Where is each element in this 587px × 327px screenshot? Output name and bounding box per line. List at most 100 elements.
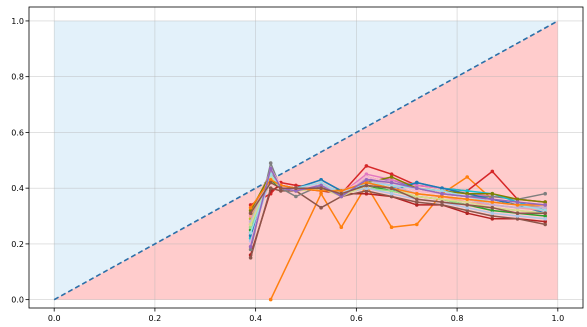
data-point bbox=[490, 208, 495, 213]
data-point bbox=[389, 225, 394, 229]
x-tick-label: 0.8 bbox=[451, 314, 464, 323]
data-point bbox=[268, 180, 273, 185]
data-point bbox=[465, 189, 470, 193]
axis-ticks bbox=[25, 20, 559, 312]
data-point bbox=[465, 208, 470, 213]
data-point bbox=[319, 189, 323, 193]
data-point bbox=[339, 189, 344, 193]
data-point bbox=[339, 194, 344, 199]
data-point bbox=[465, 194, 470, 199]
data-point bbox=[440, 203, 444, 207]
data-point bbox=[319, 180, 323, 185]
data-point bbox=[319, 205, 323, 210]
data-point bbox=[515, 217, 520, 221]
data-point bbox=[364, 186, 369, 190]
data-point bbox=[415, 194, 419, 199]
y-tick-label: 0.6 bbox=[11, 128, 24, 137]
data-point bbox=[415, 191, 419, 196]
series-lines bbox=[248, 161, 547, 302]
data-point bbox=[389, 186, 394, 190]
data-point bbox=[389, 191, 394, 196]
region-1 bbox=[54, 20, 558, 300]
data-point bbox=[490, 211, 495, 215]
data-point bbox=[279, 186, 283, 190]
data-point bbox=[465, 205, 470, 210]
data-point bbox=[440, 189, 444, 193]
data-point bbox=[415, 203, 419, 207]
data-point bbox=[440, 197, 444, 202]
data-point bbox=[440, 200, 444, 204]
data-point bbox=[515, 205, 520, 210]
data-point bbox=[465, 211, 470, 215]
y-tick-label: 1.0 bbox=[11, 17, 24, 26]
data-point bbox=[279, 189, 283, 193]
data-point bbox=[465, 191, 470, 196]
data-point bbox=[543, 191, 547, 196]
data-point bbox=[319, 191, 323, 196]
x-tick-label: 0.6 bbox=[350, 314, 363, 323]
data-point bbox=[364, 164, 369, 168]
data-point bbox=[490, 169, 495, 174]
data-point bbox=[543, 200, 547, 204]
data-point bbox=[319, 178, 323, 182]
data-point bbox=[543, 214, 547, 218]
data-point bbox=[415, 186, 419, 190]
x-tick-labels: 0.0 0.2 0.4 0.6 0.8 1.0 bbox=[48, 314, 564, 323]
data-point bbox=[248, 205, 253, 210]
series-line bbox=[250, 165, 546, 206]
data-point bbox=[490, 217, 495, 221]
data-point bbox=[389, 180, 394, 185]
data-point bbox=[490, 203, 495, 207]
data-point bbox=[268, 166, 273, 171]
data-point bbox=[543, 205, 547, 210]
data-point bbox=[248, 231, 253, 235]
data-point bbox=[248, 255, 253, 260]
data-point bbox=[364, 180, 369, 185]
data-point bbox=[248, 222, 253, 227]
x-tick-label: 0.0 bbox=[48, 314, 61, 323]
plot-frame bbox=[28, 6, 584, 309]
data-point bbox=[248, 244, 253, 249]
data-point bbox=[268, 178, 273, 182]
data-point bbox=[389, 178, 394, 182]
data-point bbox=[543, 203, 547, 207]
data-point bbox=[515, 208, 520, 213]
y-tick-labels: 0.0 0.2 0.4 0.6 0.8 1.0 bbox=[11, 17, 24, 305]
data-point bbox=[490, 191, 495, 196]
data-point bbox=[364, 175, 369, 179]
series-line bbox=[249, 187, 546, 259]
data-point bbox=[440, 186, 444, 190]
data-point bbox=[415, 200, 419, 204]
data-point bbox=[490, 200, 495, 204]
data-point bbox=[415, 197, 419, 202]
data-point bbox=[440, 191, 444, 196]
y-tick-label: 0.2 bbox=[11, 240, 24, 249]
data-point bbox=[389, 194, 394, 199]
data-point bbox=[543, 219, 547, 224]
data-point bbox=[515, 197, 520, 202]
data-point bbox=[248, 247, 253, 252]
data-point bbox=[490, 205, 495, 210]
data-point bbox=[543, 217, 547, 221]
data-point bbox=[515, 203, 520, 207]
data-point bbox=[364, 172, 369, 176]
data-point bbox=[364, 191, 369, 196]
data-point bbox=[389, 189, 394, 193]
data-point bbox=[440, 194, 444, 199]
data-point bbox=[248, 211, 253, 215]
data-point bbox=[543, 208, 547, 213]
data-point bbox=[364, 189, 369, 193]
data-point bbox=[465, 200, 470, 204]
data-point bbox=[515, 214, 520, 218]
data-point bbox=[268, 161, 273, 165]
data-point bbox=[465, 197, 470, 202]
data-point bbox=[294, 189, 298, 193]
data-point bbox=[465, 175, 470, 179]
data-point bbox=[389, 172, 394, 176]
data-point bbox=[319, 183, 323, 188]
data-point bbox=[465, 203, 470, 207]
data-point bbox=[490, 214, 495, 218]
data-point bbox=[268, 297, 273, 302]
data-point bbox=[389, 175, 394, 179]
